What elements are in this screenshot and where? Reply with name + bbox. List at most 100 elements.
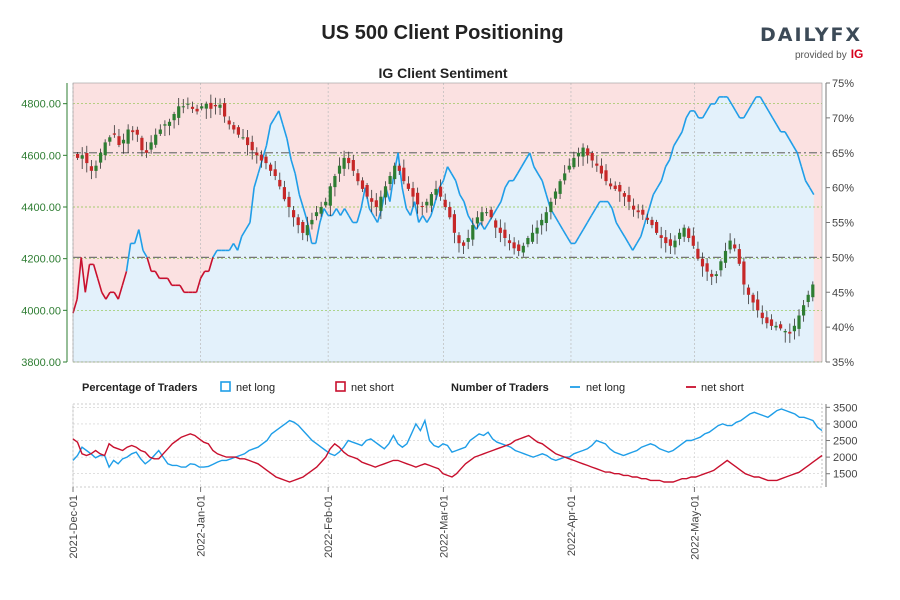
sentiment-line-segment — [121, 271, 128, 286]
sentiment-line-segment — [809, 187, 815, 196]
sentiment-line-segment — [405, 208, 412, 216]
sentiment-line-segment — [265, 124, 272, 146]
sentiment-line-segment — [627, 242, 634, 251]
sentiment-line-segment — [294, 173, 301, 195]
candle-body — [393, 165, 397, 180]
candle-body — [388, 176, 392, 184]
candle-body — [613, 185, 617, 189]
candle-body — [462, 242, 466, 246]
left-tick-label: 4600.00 — [21, 150, 61, 162]
candle-body — [517, 244, 521, 251]
legend-num-long-label: net long — [586, 382, 625, 394]
candle-body — [287, 196, 291, 207]
candle-body — [209, 102, 213, 109]
candle-body — [259, 154, 263, 161]
candle-body — [599, 165, 603, 174]
candle-body — [682, 227, 686, 237]
sentiment-line-segment — [693, 110, 700, 119]
left-tick-label: 4000.00 — [21, 305, 61, 317]
candle-body — [769, 319, 774, 326]
sentiment-line-segment — [623, 235, 630, 244]
sentiment-line-segment — [730, 103, 737, 112]
candle-body — [319, 207, 323, 214]
sentiment-line-segment — [249, 187, 255, 223]
candle-body — [76, 154, 80, 158]
candle-body — [664, 237, 668, 244]
sentiment-line-segment — [454, 180, 461, 195]
sentiment-line-segment — [578, 229, 584, 237]
candle-body — [723, 250, 728, 263]
sentiment-line-segment — [125, 243, 132, 272]
sentiment-line-segment — [323, 208, 329, 216]
sentiment-line-segment — [516, 166, 523, 175]
sentiment-line-segment — [401, 187, 408, 209]
candle-body — [255, 152, 259, 156]
candle-body — [374, 200, 378, 207]
sentiment-line-segment — [253, 173, 259, 188]
plot-frame — [72, 82, 823, 363]
logo-wordmark: DAILYFX — [760, 24, 863, 46]
candle-body — [269, 164, 273, 171]
x-tick-label: 2021-Dec-01 — [68, 495, 80, 559]
candle-body — [94, 165, 98, 171]
sentiment-line-segment — [714, 96, 720, 105]
candle-body — [452, 214, 456, 233]
sentiment-line-segment — [664, 159, 671, 168]
sentiment-line-segment — [632, 242, 638, 251]
x-tick-label: 2022-Apr-01 — [566, 495, 578, 556]
lower-panel: 1500 2000 2500 3000 3500 — [72, 402, 857, 488]
candle-body — [383, 186, 388, 198]
sentiment-line-segment — [533, 166, 539, 175]
candle-body — [103, 142, 107, 156]
candle-body — [218, 104, 222, 108]
candle-body — [282, 187, 286, 200]
candle-body — [121, 139, 126, 144]
sentiment-line-segment — [101, 291, 107, 300]
candle-body — [140, 137, 144, 151]
candle-body — [678, 232, 682, 239]
candle-body — [760, 312, 764, 319]
net-short-count-line — [72, 433, 823, 483]
candle-body — [475, 217, 479, 224]
sentiment-line-segment — [236, 236, 243, 251]
net-long-area — [73, 96, 814, 363]
logo-provided-by: provided by IG — [795, 47, 864, 61]
candle-body — [333, 176, 337, 188]
lower-tick-label: 1500 — [833, 469, 857, 481]
candle-body — [264, 156, 268, 164]
candle-body — [278, 179, 282, 187]
candle-body — [494, 220, 498, 228]
sentiment-line-segment — [438, 180, 445, 189]
sentiment-line-segment — [743, 110, 749, 119]
sentiment-line-segment — [245, 222, 251, 230]
x-tick-label: 2022-Jan-01 — [196, 495, 208, 557]
candle-body — [774, 325, 778, 328]
candle-body — [572, 157, 576, 168]
candle-body — [632, 205, 636, 210]
candle-body — [149, 142, 153, 150]
sentiment-line-segment — [335, 208, 342, 216]
candle-body — [742, 261, 746, 285]
candle-body — [595, 163, 599, 166]
legend-num-short-label: net short — [701, 382, 744, 394]
sentiment-line-segment — [142, 249, 148, 258]
candle-body — [576, 152, 581, 157]
candle-body — [99, 152, 103, 163]
sentiment-line-segment — [195, 278, 202, 293]
candle-body — [135, 129, 139, 135]
candle-body — [416, 192, 420, 205]
candle-body — [544, 212, 548, 223]
candle-body — [737, 249, 741, 264]
sentiment-line-segment — [804, 180, 811, 189]
candle-body — [429, 194, 433, 206]
sentiment-line-segment — [796, 152, 803, 167]
candle-body — [756, 299, 760, 311]
legend: Percentage of Traders net long net short Nu… — [82, 381, 744, 394]
sentiment-line-segment — [500, 187, 506, 202]
candle-body — [788, 331, 792, 334]
candle-body — [746, 287, 751, 295]
candle-body — [292, 210, 296, 218]
sentiment-line-segment — [776, 124, 782, 133]
sentiment-line-segment — [615, 222, 621, 230]
sentiment-line-segment — [146, 257, 152, 272]
